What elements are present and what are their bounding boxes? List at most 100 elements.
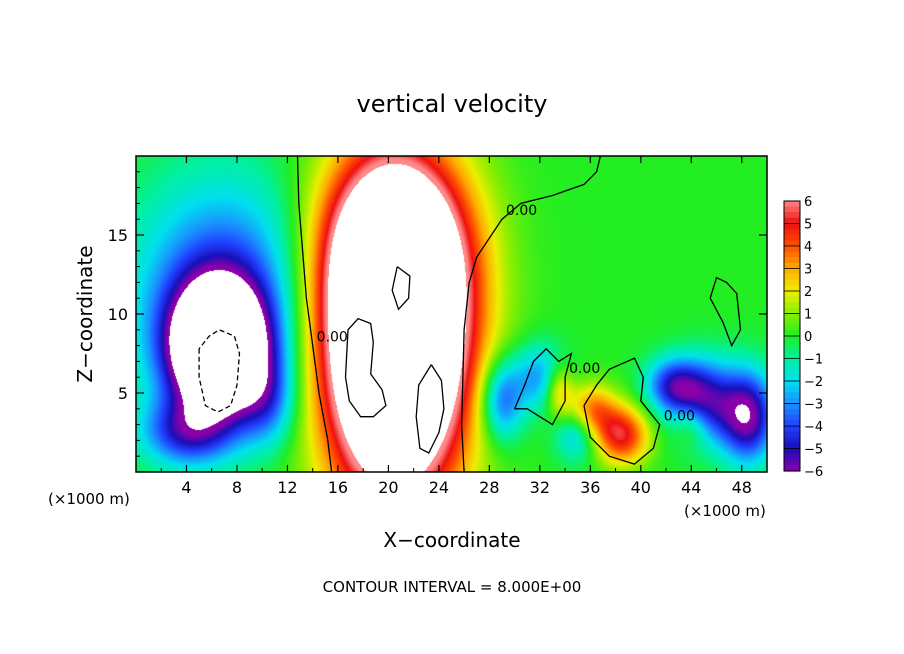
- colorbar-tick-label: 4: [804, 240, 812, 255]
- x-tick-label: 36: [580, 478, 600, 497]
- colorbar-swatch: [784, 465, 800, 472]
- x-tick-label: 28: [479, 478, 499, 497]
- colorbar-swatch: [784, 386, 800, 393]
- colorbar-swatch: [784, 257, 800, 264]
- x-tick-label: 48: [732, 478, 752, 497]
- colorbar-tick-label: −4: [804, 420, 823, 435]
- colorbar-swatch: [784, 330, 800, 337]
- colorbar-swatch: [784, 454, 800, 461]
- x-tick-label: 44: [681, 478, 701, 497]
- contour-line: [198, 329, 241, 413]
- contour-label: 0.00: [664, 409, 695, 425]
- colorbar-swatch: [784, 212, 800, 219]
- y-axis: 5 10 15: [108, 171, 767, 457]
- colorbar-tick-label: 2: [804, 285, 812, 300]
- colorbar-swatch: [784, 302, 800, 309]
- colorbar-tick-label: −6: [804, 465, 823, 480]
- colorbar: 6 5 4 3 2 1 0 −1 −2 −3 −4 −5 −6: [783, 195, 823, 480]
- colorbar-swatch: [784, 352, 800, 360]
- plot-area: [136, 156, 767, 472]
- chart-title: vertical velocity: [357, 90, 548, 118]
- colorbar-swatch: [784, 397, 800, 405]
- colorbar-swatch: [784, 409, 800, 416]
- y-tick-label: 10: [108, 305, 128, 324]
- colorbar-swatch: [784, 234, 800, 241]
- colorbar-swatch: [784, 240, 800, 247]
- colorbar-tick-label: 0: [804, 330, 812, 345]
- colorbar-swatch: [784, 279, 800, 286]
- colorbar-swatch: [784, 313, 800, 320]
- contour-labels: 0.00 0.00 0.00 0.00: [317, 203, 695, 424]
- colorbar-swatch: [784, 341, 800, 348]
- colorbar-swatch: [784, 223, 800, 230]
- contour-line: [514, 347, 573, 426]
- colorbar-tick-label: 6: [804, 195, 812, 210]
- y-axis-label: Z−coordinate: [73, 245, 97, 382]
- contour-line: [391, 266, 411, 311]
- x-unit-label-right: (×1000 m): [684, 502, 766, 520]
- colorbar-swatch: [784, 358, 800, 365]
- contour-line: [344, 317, 387, 418]
- colorbar-swatch: [784, 262, 800, 270]
- colorbar-swatch: [784, 206, 800, 213]
- colorbar-swatch: [784, 459, 800, 466]
- colorbar-swatch: [784, 336, 800, 343]
- x-tick-label: 32: [530, 478, 550, 497]
- colorbar-swatch: [784, 347, 800, 354]
- colorbar-swatch: [784, 369, 800, 376]
- x-unit-label-left: (×1000 m): [48, 490, 130, 508]
- x-tick-label: 12: [277, 478, 297, 497]
- colorbar-swatch: [784, 375, 800, 382]
- contour-lines: [198, 156, 742, 472]
- contour-line: [415, 364, 445, 454]
- colorbar-tick-label: −5: [804, 443, 823, 458]
- colorbar-swatch: [784, 381, 800, 388]
- colorbar-swatch: [784, 426, 800, 433]
- contour-label: 0.00: [317, 330, 348, 346]
- colorbar-swatch: [784, 274, 800, 281]
- colorbar-swatch: [784, 324, 800, 331]
- colorbar-tick-label: 1: [804, 308, 812, 323]
- colorbar-swatch: [784, 437, 800, 444]
- colorbar-tick-label: 5: [804, 218, 812, 233]
- colorbar-swatch: [784, 442, 800, 450]
- x-axis-label: X−coordinate: [383, 528, 520, 552]
- contour-line: [709, 276, 742, 348]
- colorbar-tick-label: −3: [804, 398, 823, 413]
- y-tick-label: 15: [108, 226, 128, 245]
- colorbar-swatch: [784, 392, 800, 399]
- colorbar-swatch: [784, 217, 800, 225]
- colorbar-swatch: [784, 307, 800, 315]
- x-tick-label: 24: [429, 478, 449, 497]
- colorbar-swatch: [784, 403, 800, 410]
- colorbar-swatch: [784, 319, 800, 326]
- colorbar-swatch: [784, 296, 800, 303]
- x-tick-label: 20: [378, 478, 398, 497]
- x-tick-label: 4: [181, 478, 191, 497]
- colorbar-swatch: [784, 420, 800, 427]
- y-tick-label: 5: [118, 384, 128, 403]
- colorbar-swatch: [784, 431, 800, 438]
- contour-line: [296, 156, 333, 472]
- colorbar-swatch: [784, 246, 800, 253]
- colorbar-swatch: [784, 229, 800, 236]
- velocity-field-image: [136, 156, 767, 472]
- colorbar-tick-label: −1: [804, 353, 823, 368]
- contour-line: [583, 357, 661, 465]
- x-tick-label: 16: [328, 478, 348, 497]
- colorbar-swatch: [784, 201, 800, 208]
- contour-label: 0.00: [569, 361, 600, 377]
- colorbar-swatch: [784, 285, 800, 292]
- colorbar-tick-label: 3: [804, 263, 812, 278]
- contour-line: [460, 156, 602, 472]
- x-axis: 4 8 12 16 20 24 28 32 36 40 44 48: [160, 156, 752, 497]
- colorbar-swatch: [784, 414, 800, 421]
- contour-label: 0.00: [506, 203, 537, 219]
- colorbar-swatch: [784, 448, 800, 455]
- colorbar-swatch: [784, 268, 800, 275]
- contour-interval-footer: CONTOUR INTERVAL = 8.000E+00: [323, 578, 582, 596]
- x-tick-label: 40: [631, 478, 651, 497]
- colorbar-tick-label: −2: [804, 375, 823, 390]
- colorbar-swatch: [784, 364, 800, 371]
